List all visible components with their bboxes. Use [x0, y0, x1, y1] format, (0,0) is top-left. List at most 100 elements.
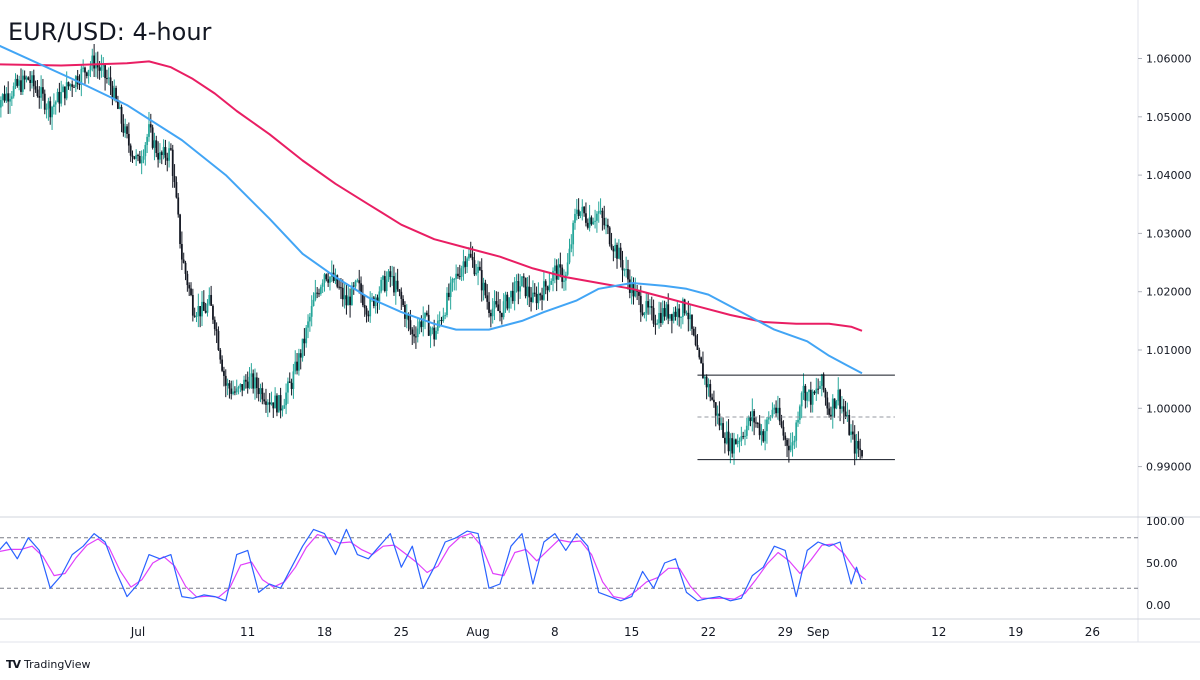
candle-body	[126, 126, 128, 134]
candle-body	[173, 175, 176, 183]
candle-body	[166, 157, 169, 161]
candle-body	[243, 379, 245, 391]
candle-body	[18, 80, 21, 86]
candle-body	[817, 388, 820, 390]
candle-body	[480, 270, 483, 291]
candle-body	[453, 278, 456, 280]
candle-body	[235, 388, 238, 393]
candle-body	[10, 96, 13, 99]
candle-body	[513, 281, 516, 302]
candle-body	[301, 338, 304, 358]
time-tick-label: 18	[317, 625, 332, 639]
candle-body	[667, 304, 670, 319]
candle-body	[850, 431, 852, 435]
candle-body	[581, 206, 584, 212]
candle-body	[703, 376, 706, 379]
candle-body	[599, 210, 602, 212]
candle-body	[694, 335, 697, 345]
candle-body	[54, 102, 57, 105]
candle-body	[407, 314, 410, 321]
candle-body	[639, 295, 642, 313]
candle-body	[7, 93, 10, 102]
candle-body	[413, 334, 415, 337]
candle-body	[617, 247, 620, 259]
candle-body	[190, 288, 192, 296]
candle-body	[80, 68, 83, 85]
candle-body	[431, 327, 434, 331]
price-tick-label: 1.02000	[1146, 286, 1192, 299]
candle-body	[623, 269, 626, 271]
time-tick-label: 11	[240, 625, 255, 639]
candle-body	[312, 299, 315, 306]
candle-body	[824, 389, 827, 398]
candle-body	[76, 76, 79, 85]
candle-body	[839, 389, 841, 409]
candle-body	[135, 155, 138, 159]
candle-body	[367, 314, 370, 317]
candle-body	[707, 384, 710, 388]
candle-body	[557, 264, 560, 280]
candle-body	[372, 297, 375, 307]
candle-body	[596, 213, 598, 221]
candle-body	[570, 244, 573, 249]
candle-body	[49, 101, 52, 118]
candle-body	[778, 407, 781, 422]
time-tick-label: Aug	[466, 625, 489, 639]
candle-body	[601, 210, 604, 218]
candle-body	[466, 258, 468, 267]
candle-body	[3, 94, 6, 101]
candle-body	[734, 439, 737, 444]
candle-body	[385, 279, 388, 292]
candle-body	[758, 423, 761, 436]
candle-body	[340, 287, 342, 289]
candle-body	[502, 301, 505, 318]
candle-body	[138, 155, 141, 164]
candle-body	[109, 77, 112, 86]
candle-body	[338, 286, 341, 288]
candle-body	[288, 381, 291, 383]
candle-body	[725, 431, 728, 444]
candle-body	[687, 312, 690, 320]
candle-body	[521, 276, 523, 287]
candle-body	[566, 262, 569, 275]
candle-body	[733, 439, 735, 454]
candle-body	[36, 89, 39, 96]
candle-body	[418, 321, 421, 329]
candle-body	[614, 244, 617, 252]
tradingview-logo-icon: TV	[6, 658, 21, 671]
candle-body	[323, 274, 326, 283]
candle-body	[462, 261, 465, 269]
candle-body	[727, 431, 730, 452]
candle-body	[504, 294, 507, 302]
candle-body	[621, 260, 624, 271]
candle-body	[129, 145, 132, 156]
candle-body	[193, 315, 196, 317]
candle-body	[568, 248, 571, 263]
candle-body	[347, 296, 350, 306]
candle-body	[846, 414, 849, 417]
candle-body	[652, 307, 655, 324]
time-tick-label: 25	[394, 625, 409, 639]
candle-body	[469, 253, 472, 257]
candle-body	[234, 391, 236, 393]
candle-body	[698, 349, 701, 358]
candle-body	[603, 217, 606, 226]
candle-body	[400, 291, 403, 299]
candle-body	[422, 318, 425, 327]
candle-body	[274, 395, 277, 409]
brand: TV TradingView	[6, 658, 91, 671]
candle-body	[43, 93, 46, 110]
candle-body	[360, 283, 362, 295]
time-tick-label: 19	[1008, 625, 1023, 639]
candle-body	[58, 91, 61, 104]
candle-body	[21, 75, 24, 92]
candle-body	[577, 209, 580, 216]
candle-body	[380, 279, 383, 292]
candle-body	[38, 95, 41, 98]
candle-body	[777, 407, 779, 414]
candle-body	[782, 426, 785, 436]
candle-body	[73, 86, 75, 88]
candle-body	[718, 413, 721, 426]
candle-body	[442, 315, 445, 321]
candle-body	[427, 314, 430, 336]
